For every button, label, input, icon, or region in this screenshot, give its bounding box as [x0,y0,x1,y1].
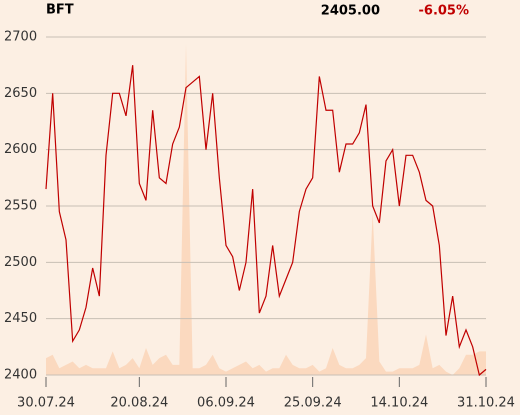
y-tick-label: 2450 [4,311,37,326]
price-line [45,65,487,377]
last-price: 2405.00 [321,4,380,19]
x-tick-label: 30.07.24 [17,396,75,411]
y-tick-label: 2400 [4,368,37,383]
x-tick-label: 06.09.24 [197,396,255,411]
x-tick-label: 25.09.24 [284,396,342,411]
y-tick-label: 2650 [4,86,37,101]
y-tick-label: 2700 [4,30,37,45]
volume-area [46,43,486,375]
price-change: -6.05% [419,4,470,19]
x-tick-label: 20.08.24 [110,396,168,411]
chart-title: BFT [46,3,74,18]
y-tick-label: 2550 [4,199,37,214]
x-tick-label: 14.10.24 [370,396,428,411]
x-tick-label: 31.10.24 [457,396,515,411]
y-tick-label: 2600 [4,142,37,157]
y-tick-label: 2500 [4,255,37,270]
